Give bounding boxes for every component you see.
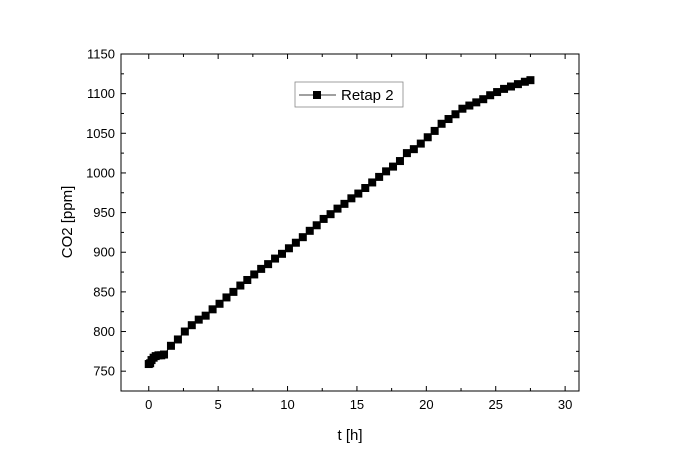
legend: Retap 2 <box>294 81 404 108</box>
data-point <box>451 110 460 119</box>
data-point <box>437 119 446 128</box>
data-point <box>243 275 252 284</box>
y-axis: 750 800 850 900 950 1000 1050 1100 1150 <box>86 47 579 392</box>
data-point <box>347 194 356 203</box>
data-point <box>173 335 182 344</box>
data-point <box>180 327 189 336</box>
data-point <box>319 214 328 223</box>
data-point <box>493 88 502 97</box>
data-point <box>444 115 453 124</box>
data-point <box>166 341 175 350</box>
data-point <box>312 221 321 230</box>
data-point <box>326 210 335 219</box>
data-point <box>472 98 481 107</box>
y-tick-label: 950 <box>93 205 115 220</box>
x-tick-label: 10 <box>280 397 294 412</box>
legend-label: Retap 2 <box>341 87 394 104</box>
data-point <box>500 84 509 93</box>
data-point <box>305 226 314 235</box>
x-tick-label: 15 <box>350 397 364 412</box>
x-axis-title: t [h] <box>337 427 362 444</box>
data-series <box>144 76 535 369</box>
data-point <box>194 315 203 324</box>
data-point <box>160 350 169 359</box>
data-point <box>368 178 377 187</box>
data-point <box>229 287 238 296</box>
data-point <box>395 157 404 166</box>
x-tick-label: 20 <box>419 397 433 412</box>
x-tick-label: 30 <box>558 397 572 412</box>
data-point <box>271 254 280 263</box>
data-point <box>201 311 210 320</box>
data-point <box>333 204 342 213</box>
data-point <box>520 77 529 86</box>
x-tick-label: 0 <box>145 397 152 412</box>
data-point <box>409 145 418 154</box>
data-point <box>458 104 467 113</box>
data-point <box>277 249 286 258</box>
x-tick-label: 25 <box>488 397 502 412</box>
x-tick-label: 5 <box>215 397 222 412</box>
y-tick-label: 850 <box>93 284 115 299</box>
data-point <box>215 299 224 308</box>
data-point <box>187 321 196 330</box>
data-point <box>291 238 300 247</box>
y-tick-label: 1000 <box>86 165 115 180</box>
data-point <box>250 270 259 279</box>
data-point <box>389 162 398 171</box>
data-point <box>423 133 432 142</box>
x-axis: 0 5 10 15 20 25 30 <box>145 54 572 412</box>
y-tick-label: 1050 <box>86 126 115 141</box>
data-point <box>430 126 439 135</box>
data-point <box>486 91 495 100</box>
data-point <box>416 139 425 148</box>
y-tick-label: 750 <box>93 364 115 379</box>
y-tick-label: 1150 <box>87 47 115 62</box>
y-tick-label: 1100 <box>87 86 115 101</box>
data-point <box>298 233 307 242</box>
data-point <box>264 260 273 269</box>
data-point <box>526 76 535 85</box>
data-point <box>236 281 245 290</box>
data-point <box>222 293 231 302</box>
data-point <box>208 305 217 314</box>
data-point <box>284 244 293 253</box>
data-point <box>506 82 515 91</box>
data-point <box>361 184 370 193</box>
y-tick-label: 800 <box>93 324 115 339</box>
data-point <box>402 149 411 158</box>
legend-marker <box>313 91 321 99</box>
data-point <box>513 80 522 89</box>
data-point <box>382 167 391 176</box>
data-point <box>465 101 474 110</box>
data-point <box>354 189 363 198</box>
data-point <box>257 264 266 273</box>
data-point <box>479 95 488 104</box>
plot-area <box>120 53 580 392</box>
data-point <box>340 199 349 208</box>
y-axis-title: CO2 [ppm] <box>59 186 76 259</box>
y-tick-label: 900 <box>93 245 115 260</box>
data-point <box>375 172 384 181</box>
